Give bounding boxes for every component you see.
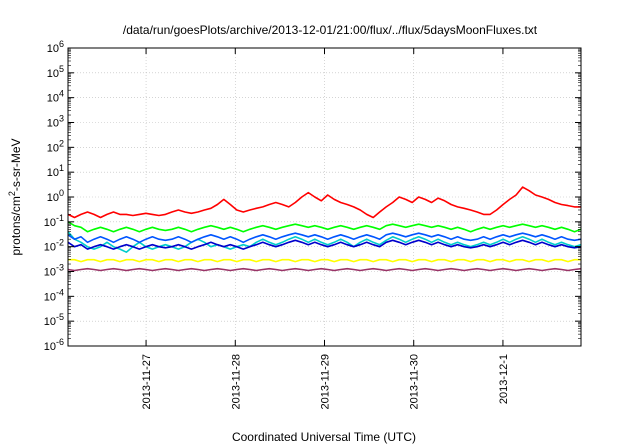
x-tick-label: 2013-11-30	[409, 354, 421, 409]
series-line	[67, 231, 582, 253]
y-tick-label: 10-1	[44, 213, 64, 229]
series-line	[67, 186, 581, 219]
y-tick-label: 102	[47, 138, 64, 154]
y-tick-label: 105	[47, 64, 64, 80]
series-line	[67, 232, 582, 244]
y-tick-label: 10-5	[44, 312, 64, 328]
series-line	[68, 258, 581, 263]
y-tick-label: 103	[47, 114, 64, 130]
y-tick-label: 10-4	[44, 287, 64, 303]
y-tick-label: 101	[47, 163, 64, 179]
x-tick-label: 2013-11-29	[320, 354, 332, 409]
y-tick-label: 10-6	[44, 337, 64, 353]
plot-frame	[67, 47, 582, 347]
series-line	[67, 221, 582, 233]
series-line	[67, 239, 582, 250]
y-tick-label: 10-3	[44, 263, 64, 279]
y-axis-label-text: protons/cm2-s-sr-MeV	[7, 138, 23, 255]
series-line	[67, 267, 582, 272]
y-tick-label: 104	[47, 89, 64, 105]
x-tick-label: 2013-11-27	[141, 354, 153, 409]
y-axis-label: protons/cm2-s-sr-MeV	[7, 138, 23, 255]
x-tick-label: 2013-11-28	[230, 354, 242, 409]
chart-title: /data/run/goesPlots/archive/2013-12-01/2…	[123, 23, 538, 37]
x-tick-label: 2013-12-1	[498, 354, 510, 404]
y-tick-label: 100	[47, 188, 64, 204]
x-axis-label: Coordinated Universal Time (UTC)	[232, 430, 416, 444]
series-group	[67, 186, 582, 272]
y-tick-label: 106	[47, 39, 64, 55]
y-tick-label: 10-2	[44, 238, 64, 254]
